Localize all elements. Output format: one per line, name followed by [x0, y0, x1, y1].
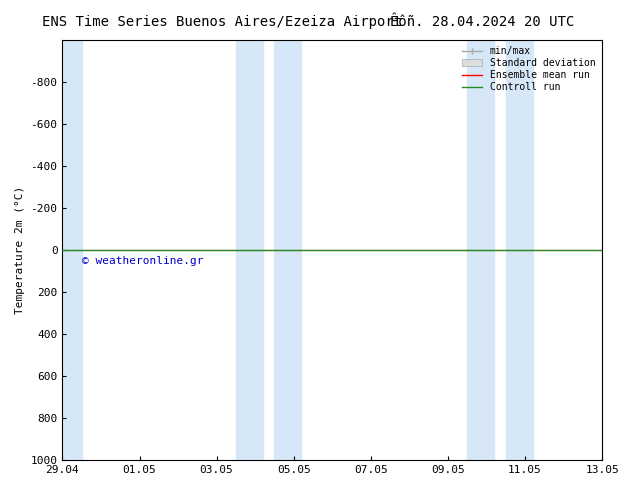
- Bar: [275, 40, 301, 460]
- Text: Êôñ. 28.04.2024 20 UTC: Êôñ. 28.04.2024 20 UTC: [390, 15, 574, 29]
- Bar: [236, 40, 263, 460]
- Bar: [506, 40, 533, 460]
- Bar: [62, 40, 82, 460]
- Text: ENS Time Series Buenos Aires/Ezeiza Airport: ENS Time Series Buenos Aires/Ezeiza Airp…: [42, 15, 402, 29]
- Text: © weatheronline.gr: © weatheronline.gr: [82, 256, 203, 266]
- Legend: min/max, Standard deviation, Ensemble mean run, Controll run: min/max, Standard deviation, Ensemble me…: [458, 43, 599, 96]
- Bar: [467, 40, 494, 460]
- Y-axis label: Temperature 2m (°C): Temperature 2m (°C): [15, 186, 25, 314]
